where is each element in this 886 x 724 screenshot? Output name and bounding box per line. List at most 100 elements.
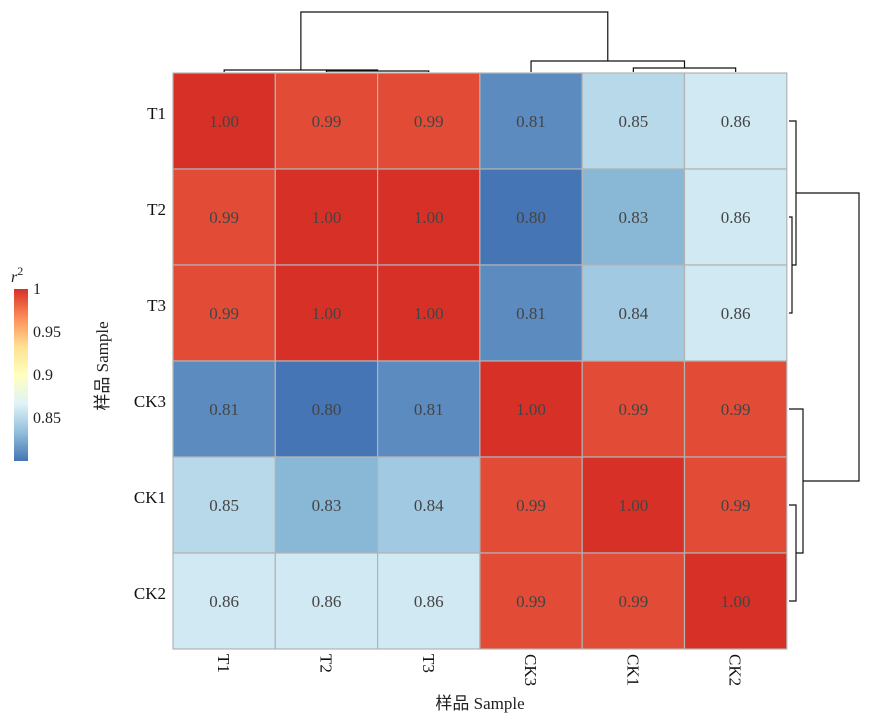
cell-value-label: 0.85 bbox=[618, 112, 648, 131]
cell-value-label: 1.00 bbox=[516, 400, 546, 419]
cell-value-label: 0.86 bbox=[414, 592, 444, 611]
heatmap-cell bbox=[479, 72, 583, 170]
dendrogram-link bbox=[530, 60, 686, 72]
heatmap-cell bbox=[581, 456, 686, 554]
legend-colorbar bbox=[14, 289, 28, 461]
column-tick-label: T2 bbox=[316, 654, 335, 673]
heatmap-cell bbox=[274, 552, 379, 650]
heatmap-cell bbox=[581, 360, 686, 458]
cell-value-label: 0.99 bbox=[618, 400, 648, 419]
cell-value-label: 1.00 bbox=[618, 496, 648, 515]
column-tick-labels: T1 T2 T3 CK3 CK1 CK2 bbox=[214, 654, 745, 686]
heatmap-cell bbox=[479, 168, 583, 266]
heatmap-cell bbox=[581, 552, 686, 650]
cell-value-label: 0.83 bbox=[312, 496, 342, 515]
legend-tick-label: 0.85 bbox=[33, 410, 61, 427]
cell-value-label: 0.81 bbox=[516, 112, 546, 131]
cell-value-label: 0.99 bbox=[516, 496, 546, 515]
cell-value-label: 0.99 bbox=[516, 592, 546, 611]
heatmap-cell bbox=[479, 264, 583, 362]
cell-value-label: 1.00 bbox=[414, 208, 444, 227]
cell-value-label: 0.81 bbox=[209, 400, 239, 419]
y-axis-title: 样品 Sample bbox=[93, 321, 112, 410]
color-legend: r2 1 0.95 0.9 0.85 bbox=[11, 264, 61, 461]
heatmap-cell bbox=[683, 552, 788, 650]
cell-value-label: 0.99 bbox=[721, 496, 751, 515]
heatmap-value-labels: 1.00 0.99 0.99 0.81 0.85 0.86 0.99 1.00 1.00 0.80… bbox=[209, 112, 750, 611]
heatmap-cell bbox=[274, 264, 379, 362]
cell-value-label: 0.99 bbox=[414, 112, 444, 131]
heatmap-cell bbox=[172, 456, 276, 554]
cell-value-label: 1.00 bbox=[209, 112, 239, 131]
cell-value-label: 0.84 bbox=[414, 496, 444, 515]
dendrogram-link bbox=[325, 70, 430, 72]
cell-value-label: 1.00 bbox=[312, 304, 342, 323]
cell-value-label: 0.86 bbox=[721, 304, 751, 323]
heatmap-cell bbox=[581, 168, 686, 266]
cell-value-label: 0.80 bbox=[312, 400, 342, 419]
row-dendrogram bbox=[789, 120, 860, 602]
legend-title-base: r bbox=[11, 269, 18, 286]
column-tick-label: CK1 bbox=[623, 654, 642, 686]
heatmap-cell bbox=[274, 360, 379, 458]
cell-value-label: 1.00 bbox=[414, 304, 444, 323]
row-tick-label: CK1 bbox=[134, 488, 166, 507]
cell-value-label: 1.00 bbox=[721, 592, 751, 611]
cell-value-label: 0.86 bbox=[209, 592, 239, 611]
dendrogram-link bbox=[300, 11, 609, 70]
cell-value-label: 0.99 bbox=[618, 592, 648, 611]
row-tick-label: CK3 bbox=[134, 392, 166, 411]
heatmap-cells bbox=[172, 72, 788, 650]
heatmap-cell bbox=[479, 360, 583, 458]
cell-value-label: 1.00 bbox=[312, 208, 342, 227]
legend-title: r2 bbox=[11, 264, 23, 286]
row-tick-label: T2 bbox=[147, 200, 166, 219]
cell-value-label: 0.99 bbox=[312, 112, 342, 131]
cell-value-label: 0.81 bbox=[414, 400, 444, 419]
legend-tick-label: 0.9 bbox=[33, 367, 53, 384]
row-tick-label: T3 bbox=[147, 296, 166, 315]
heatmap-cell bbox=[683, 360, 788, 458]
heatmap-cell bbox=[377, 72, 481, 170]
x-axis-title: 样品 Sample bbox=[435, 694, 524, 713]
heatmap-cell bbox=[683, 72, 788, 170]
column-tick-label: T1 bbox=[214, 654, 233, 673]
cell-value-label: 0.81 bbox=[516, 304, 546, 323]
heatmap-cell bbox=[683, 168, 788, 266]
legend-tick-label: 1 bbox=[33, 281, 41, 298]
column-dendrogram bbox=[223, 11, 737, 72]
dendrogram-link bbox=[789, 504, 797, 602]
column-tick-label: T3 bbox=[419, 654, 438, 673]
heatmap-cell bbox=[172, 360, 276, 458]
heatmap-cell bbox=[581, 72, 686, 170]
dendrogram-link bbox=[632, 67, 737, 72]
row-tick-label: CK2 bbox=[134, 584, 166, 603]
cell-value-label: 0.99 bbox=[209, 208, 239, 227]
cell-value-label: 0.86 bbox=[721, 208, 751, 227]
heatmap-cell bbox=[479, 552, 583, 650]
cell-value-label: 0.85 bbox=[209, 496, 239, 515]
heatmap-cell bbox=[683, 264, 788, 362]
row-tick-label: T1 bbox=[147, 104, 166, 123]
cell-value-label: 0.80 bbox=[516, 208, 546, 227]
heatmap-cell bbox=[377, 168, 481, 266]
column-tick-label: CK2 bbox=[726, 654, 745, 686]
dendrogram-link bbox=[796, 192, 860, 482]
cell-value-label: 0.99 bbox=[721, 400, 751, 419]
cell-value-label: 0.86 bbox=[721, 112, 751, 131]
heatmap-cell bbox=[172, 72, 276, 170]
dendrogram-link bbox=[789, 216, 793, 314]
heatmap-cell bbox=[479, 456, 583, 554]
heatmap-cell bbox=[274, 456, 379, 554]
row-tick-labels: T1 T2 T3 CK3 CK1 CK2 bbox=[134, 104, 166, 603]
legend-tick-labels: 1 0.95 0.9 0.85 bbox=[33, 281, 61, 427]
legend-title-sup: 2 bbox=[17, 264, 23, 278]
cell-value-label: 0.86 bbox=[312, 592, 342, 611]
cell-value-label: 0.84 bbox=[618, 304, 648, 323]
cell-value-label: 0.83 bbox=[618, 208, 648, 227]
heatmap-cell bbox=[377, 456, 481, 554]
heatmap-cell bbox=[172, 552, 276, 650]
cell-value-label: 0.99 bbox=[209, 304, 239, 323]
